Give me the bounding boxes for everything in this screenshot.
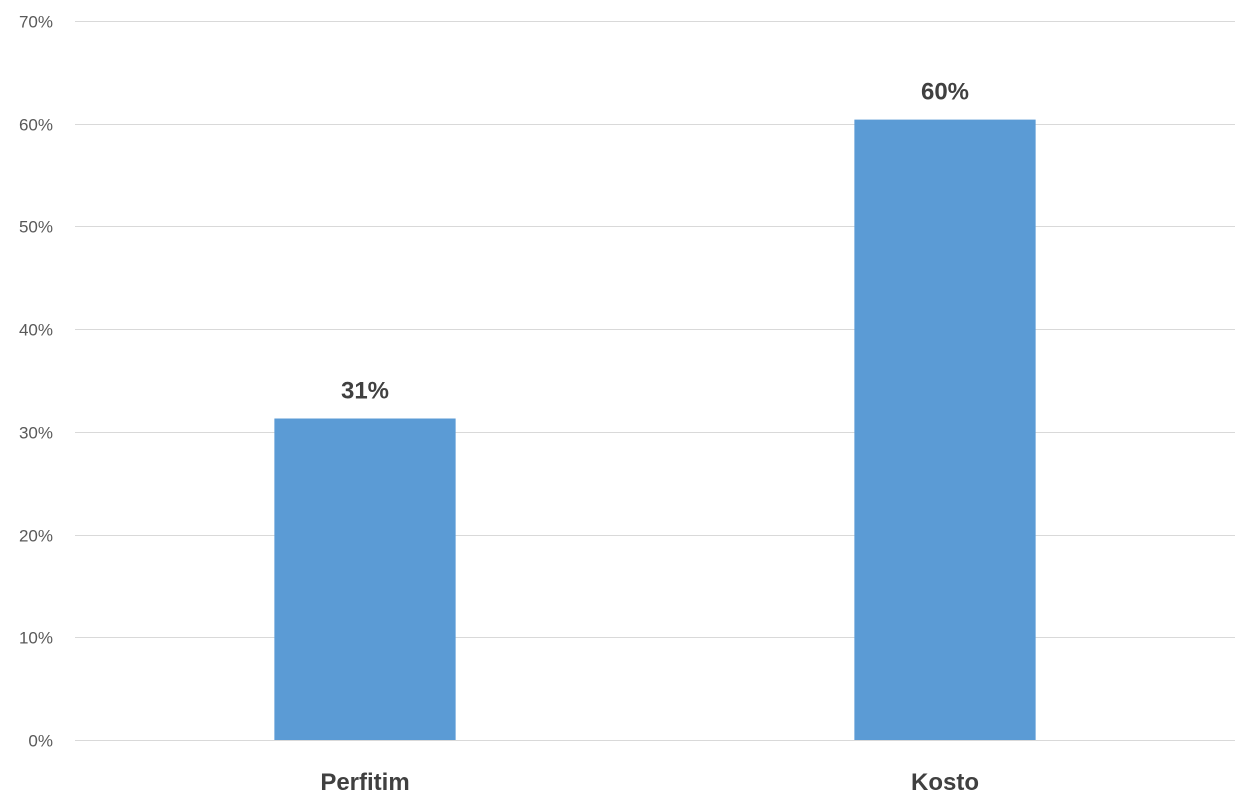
bar-perfitim xyxy=(274,418,456,740)
y-axis-tick-labels: 0% 10% 20% 30% 40% 50% 60% 70% xyxy=(19,13,53,751)
y-tick-label: 0% xyxy=(28,732,53,751)
y-tick-label: 30% xyxy=(19,424,53,443)
bars xyxy=(274,119,1036,740)
x-tick-label-perfitim: Perfitim xyxy=(320,769,409,795)
data-label-kosto: 60% xyxy=(921,79,969,106)
bar-kosto xyxy=(854,119,1036,740)
x-tick-label-kosto: Kosto xyxy=(911,769,979,795)
y-tick-label: 40% xyxy=(19,321,53,340)
y-tick-label: 50% xyxy=(19,218,53,237)
y-tick-label: 20% xyxy=(19,527,53,546)
x-axis-tick-labels: Perfitim Kosto xyxy=(320,769,979,795)
y-tick-label: 10% xyxy=(19,629,53,648)
data-labels: 31% 60% xyxy=(341,79,969,405)
y-tick-label: 70% xyxy=(19,13,53,32)
data-label-perfitim: 31% xyxy=(341,378,389,405)
gridlines xyxy=(75,21,1235,741)
y-tick-label: 60% xyxy=(19,116,53,135)
